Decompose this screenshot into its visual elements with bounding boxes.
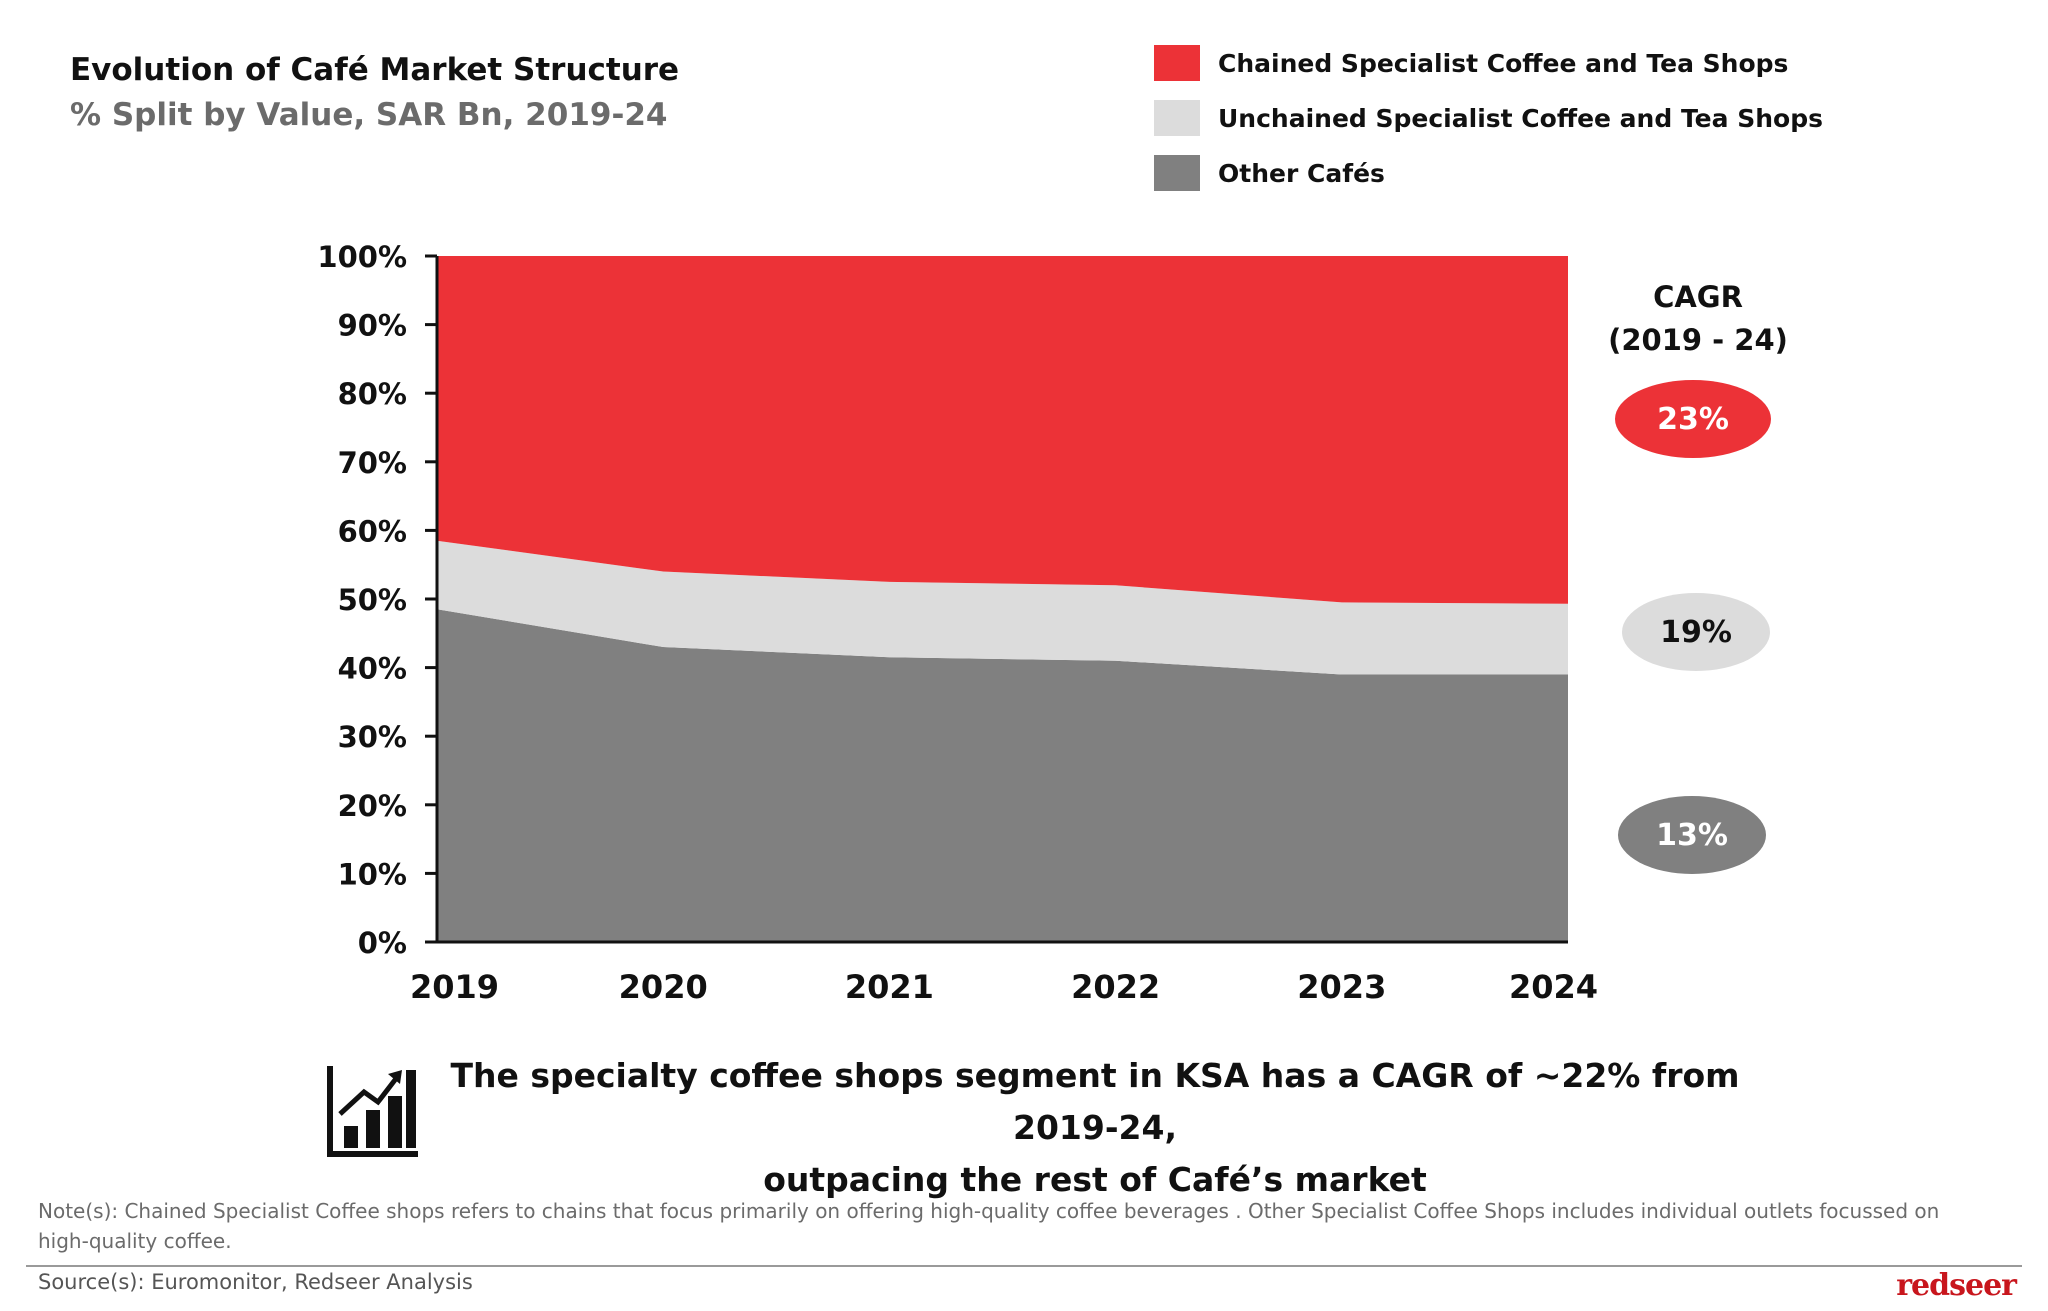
y-tick-label: 30% <box>338 720 407 754</box>
legend: Chained Specialist Coffee and Tea Shops … <box>1154 45 1823 210</box>
cagr-heading-line2: (2019 - 24) <box>1608 323 1788 357</box>
legend-label-unchained: Unchained Specialist Coffee and Tea Shop… <box>1218 103 1823 133</box>
cagr-heading: CAGR (2019 - 24) <box>1598 276 1798 362</box>
chart-subtitle: % Split by Value, SAR Bn, 2019-24 <box>70 97 668 133</box>
area-other-caf-s <box>437 609 1568 942</box>
legend-swatch-chained <box>1154 45 1200 81</box>
area-unchained-specialist-coffee-and-tea-shops <box>437 540 1568 675</box>
legend-item-other: Other Cafés <box>1154 155 1823 191</box>
footer-divider <box>26 1265 2022 1267</box>
footnote: Note(s): Chained Specialist Coffee shops… <box>38 1196 2008 1256</box>
cagr-badge-unchained: 19% <box>1622 593 1770 671</box>
x-tick-label-2023: 2023 <box>1297 968 1386 1006</box>
legend-swatch-other <box>1154 155 1200 191</box>
y-tick-label: 70% <box>338 446 407 480</box>
area-layers <box>437 256 1568 942</box>
cagr-heading-line1: CAGR <box>1653 280 1743 314</box>
cagr-badge-chained: 23% <box>1615 380 1771 458</box>
x-tick-label-2021: 2021 <box>845 968 934 1006</box>
cagr-badge-other: 13% <box>1618 796 1766 874</box>
y-axis-ticks: 0% 10% 20% 30% 40% 50% 60% 70% 80% 90% 100% <box>317 240 437 960</box>
legend-label-other: Other Cafés <box>1218 158 1385 188</box>
key-insight-line2: outpacing the rest of Café’s market <box>763 1160 1427 1199</box>
stacked-area-chart: 0%10%20%30%40%50%60%70%80%90%100% 2019 20… <box>317 240 1598 1006</box>
legend-swatch-unchained <box>1154 100 1200 136</box>
footnote-line2: high-quality coffee. <box>38 1229 232 1253</box>
area-chained-specialist-coffee-and-tea-shops <box>437 256 1568 604</box>
x-tick-label-2022: 2022 <box>1071 968 1160 1006</box>
x-tick-label-2024: 2024 <box>1509 968 1598 1006</box>
key-insight-line1: The specialty coffee shops segment in KS… <box>450 1056 1740 1147</box>
y-tick-label: 40% <box>338 652 407 686</box>
y-tick-label: 80% <box>338 377 407 411</box>
y-tick-label: 100% <box>317 240 407 274</box>
x-axis-ticks: 2019 2020 2021 2022 2023 2024 <box>410 968 1598 1006</box>
chart-title: Evolution of Café Market Structure <box>70 52 680 88</box>
y-tick-label: 0% <box>358 926 407 960</box>
y-tick-label: 20% <box>338 789 407 823</box>
legend-item-chained: Chained Specialist Coffee and Tea Shops <box>1154 45 1823 81</box>
footnote-line1: Note(s): Chained Specialist Coffee shops… <box>38 1199 1940 1223</box>
legend-item-unchained: Unchained Specialist Coffee and Tea Shop… <box>1154 100 1823 136</box>
y-tick-label: 60% <box>338 514 407 548</box>
source-text: Source(s): Euromonitor, Redseer Analysis <box>38 1270 473 1294</box>
growth-chart-icon <box>327 1066 418 1157</box>
y-tick-label: 10% <box>338 857 407 891</box>
legend-label-chained: Chained Specialist Coffee and Tea Shops <box>1218 48 1789 78</box>
y-tick-label: 90% <box>338 309 407 343</box>
key-insight: The specialty coffee shops segment in KS… <box>400 1050 1790 1206</box>
y-tick-label: 50% <box>338 583 407 617</box>
x-tick-label-2019: 2019 <box>410 968 499 1006</box>
x-tick-label-2020: 2020 <box>619 968 708 1006</box>
redseer-logo: redseer <box>1896 1268 2017 1303</box>
